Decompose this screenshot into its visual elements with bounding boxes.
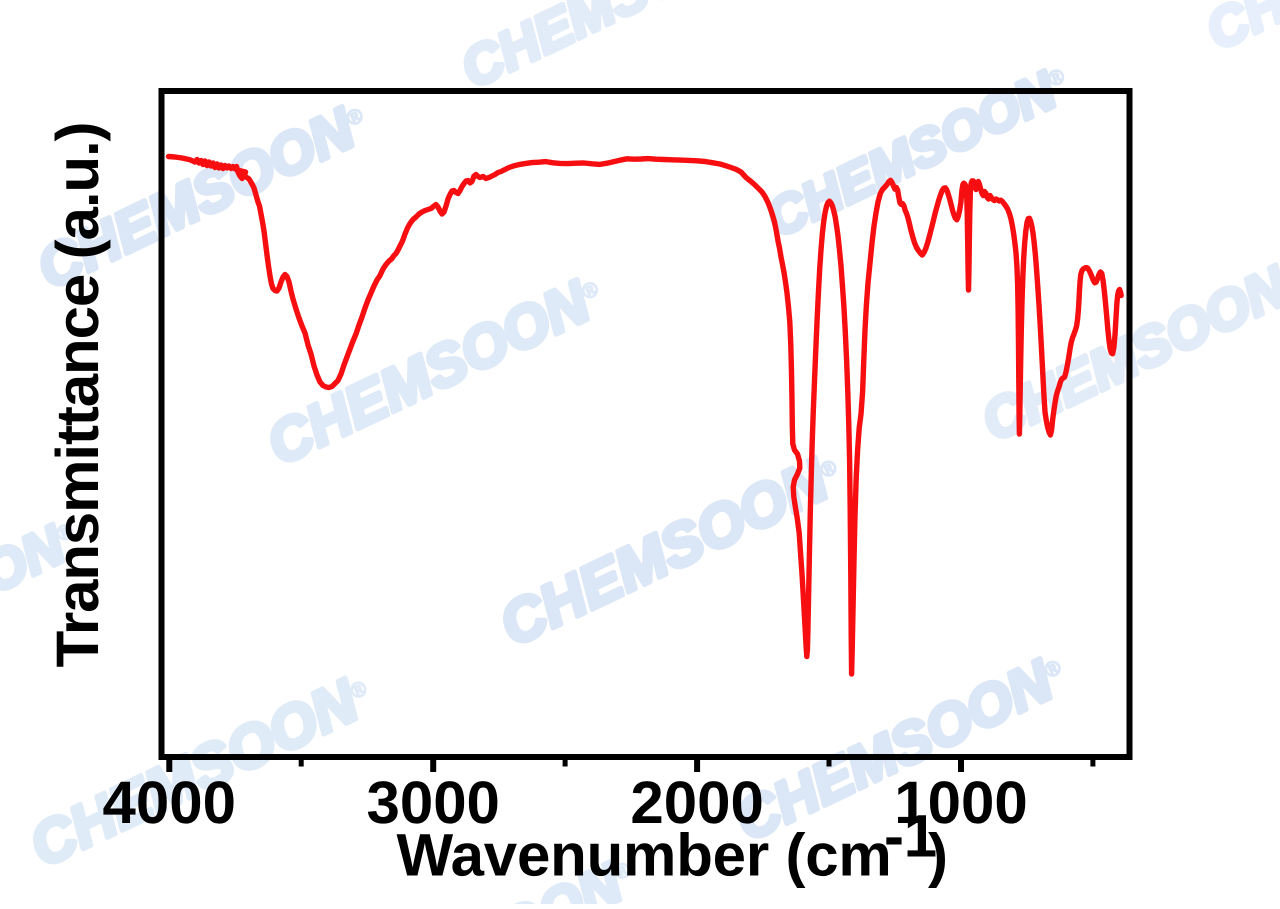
svg-text:1000: 1000 — [894, 769, 1027, 836]
svg-text:Transmittance (a.u.): Transmittance (a.u.) — [44, 123, 111, 668]
svg-text:Wavenumber (cm: Wavenumber (cm — [396, 822, 891, 889]
svg-text:): ) — [928, 822, 948, 889]
svg-text:2000: 2000 — [630, 769, 763, 836]
svg-text:-1: -1 — [884, 803, 937, 870]
svg-text:3000: 3000 — [366, 769, 499, 836]
svg-text:4000: 4000 — [103, 769, 236, 836]
